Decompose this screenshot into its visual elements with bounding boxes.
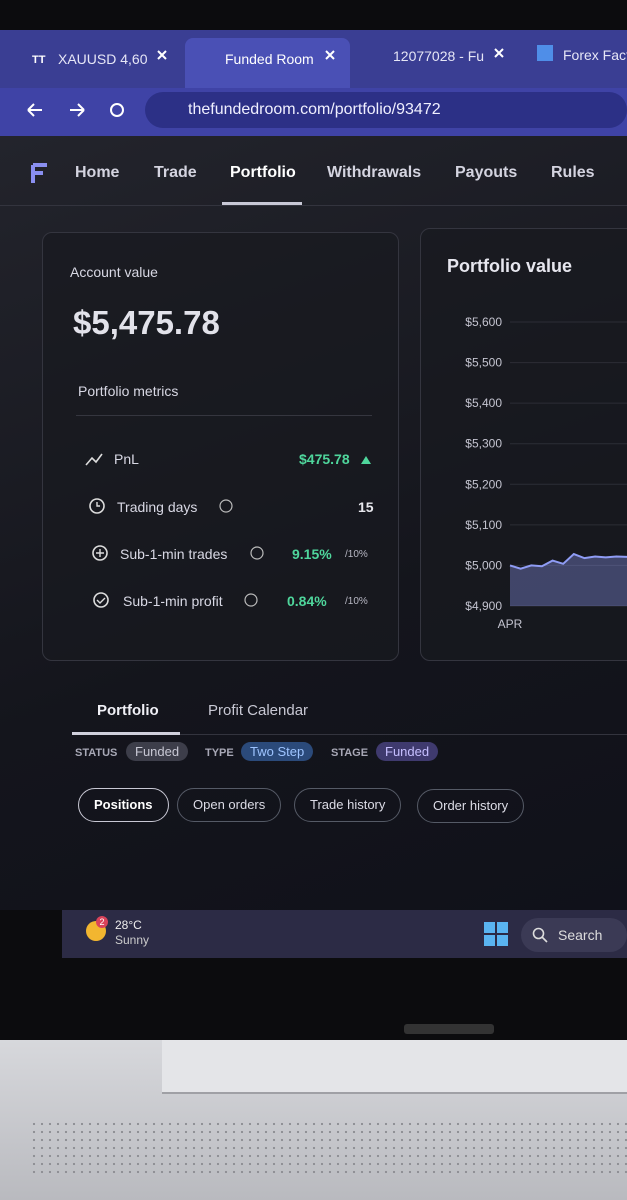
metric-limit: /10% xyxy=(345,596,368,607)
weather: Sunny xyxy=(115,933,150,947)
nav-item[interactable]: Withdrawals xyxy=(327,164,422,181)
tab[interactable]: 12077028 - Fu xyxy=(393,48,485,64)
nav-item[interactable]: Home xyxy=(75,164,120,181)
x-tick-label: APR xyxy=(498,617,523,631)
reload xyxy=(110,103,124,117)
metric-label: PnL xyxy=(114,451,139,467)
nav: Home Trade Portfolio Withdrawals Payouts Rule… xyxy=(0,162,627,202)
account-card xyxy=(42,232,399,661)
nav-arrows xyxy=(27,103,85,117)
button[interactable]: Trade history xyxy=(294,788,402,822)
temperature: 28°C xyxy=(115,918,142,932)
search-label[interactable]: Search xyxy=(558,927,603,943)
y-tick-label: $5,000 xyxy=(465,558,502,572)
filter-value: Funded xyxy=(376,742,439,761)
tab-divider xyxy=(72,734,627,735)
nav-divider xyxy=(0,205,627,206)
metric-limit: /10% xyxy=(345,549,368,560)
metric-label: Sub-1-min trades xyxy=(120,546,228,562)
metric-value: 15 xyxy=(358,499,374,515)
metric-value: $475.78 xyxy=(299,451,350,467)
close-icons xyxy=(157,48,504,60)
tab-underline xyxy=(72,732,180,735)
tab[interactable]: Funded Room xyxy=(225,51,314,67)
chart-title: Portfolio value xyxy=(447,256,572,276)
metric-label: Sub-1-min profit xyxy=(123,593,223,609)
search-box[interactable] xyxy=(521,918,627,952)
chart-card xyxy=(420,228,627,661)
browser-icons: TT xyxy=(27,45,553,117)
hinge xyxy=(404,1024,494,1034)
section-tab[interactable]: Portfolio xyxy=(97,702,159,719)
tab[interactable]: XAUUSD 4,60 xyxy=(58,51,148,67)
y-tick-label: $5,500 xyxy=(465,356,502,370)
filter-value: Two Step xyxy=(241,742,314,761)
y-tick-label: $5,200 xyxy=(465,477,502,491)
chart: Portfolio value $4,900 $5,000 $5,100 $5,200… xyxy=(447,256,627,631)
filter-key: TYPE xyxy=(205,747,234,759)
search-icon xyxy=(532,927,548,943)
url[interactable]: thefundedroom.com/portfolio/93472 xyxy=(188,101,441,118)
tab-icon xyxy=(537,45,553,61)
tab-icon: TT xyxy=(32,54,46,66)
nav-underline xyxy=(222,202,302,205)
nav-item[interactable]: Portfolio xyxy=(230,164,296,181)
logo xyxy=(31,163,47,183)
start-button[interactable] xyxy=(484,922,508,946)
tab[interactable]: Forex Facto xyxy=(563,47,627,63)
y-tick-label: $5,600 xyxy=(465,315,502,329)
divider xyxy=(76,415,372,416)
account-value: $5,475.78 xyxy=(73,304,220,341)
speaker-grille xyxy=(30,1120,627,1176)
button[interactable]: Order history xyxy=(417,789,525,823)
y-tick-label: $4,900 xyxy=(465,599,502,613)
y-tick-label: $5,300 xyxy=(465,437,502,451)
filter-key: STATUS xyxy=(75,747,118,759)
active-tab xyxy=(185,38,350,88)
section-tab[interactable]: Profit Calendar xyxy=(208,702,309,719)
line xyxy=(509,552,627,570)
y-tick-label: $5,100 xyxy=(465,518,502,532)
filter-value: Funded xyxy=(126,742,189,761)
metrics-title: Portfolio metrics xyxy=(78,383,179,399)
url-field[interactable] xyxy=(145,92,627,128)
metric-value: 0.84% xyxy=(287,593,327,609)
metric-label: Trading days xyxy=(117,499,198,515)
button[interactable]: Open orders xyxy=(177,788,282,822)
metric-value: 9.15% xyxy=(292,546,332,562)
button[interactable]: Positions xyxy=(78,788,169,822)
filter-key: STAGE xyxy=(331,747,369,759)
base-edge xyxy=(162,1040,627,1094)
y-tick-label: $5,400 xyxy=(465,396,502,410)
badge: 2 xyxy=(96,916,108,928)
nav-item[interactable]: Payouts xyxy=(455,164,518,181)
nav-item[interactable]: Rules xyxy=(551,164,595,181)
nav-item[interactable]: Trade xyxy=(154,164,197,181)
area xyxy=(510,554,627,606)
account-label: Account value xyxy=(70,264,158,280)
